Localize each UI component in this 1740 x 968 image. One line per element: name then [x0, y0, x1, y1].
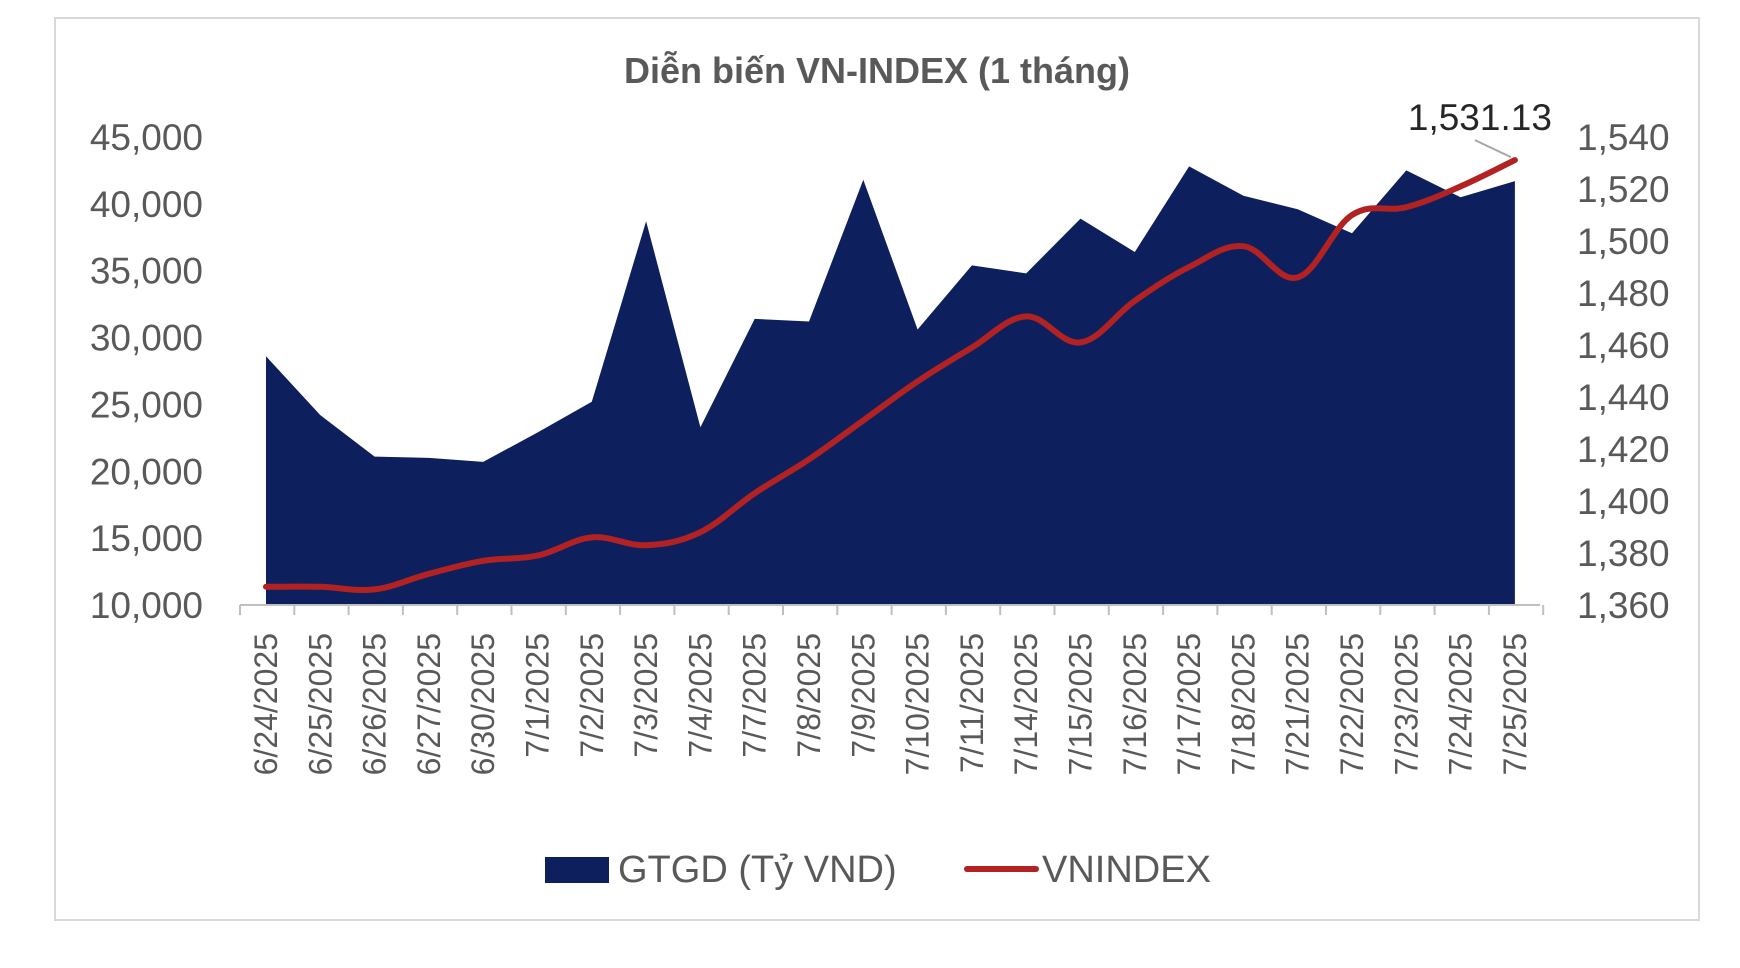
x-tick-label: 7/4/2025 [682, 633, 718, 758]
x-tick-label: 7/16/2025 [1117, 633, 1153, 775]
annotation-leader-line [1474, 139, 1512, 159]
x-tick-label: 7/3/2025 [628, 633, 664, 758]
x-tick-label: 6/27/2025 [411, 633, 447, 775]
legend-label-area: GTGD (Tỷ VND) [618, 849, 897, 891]
x-tick-label: 7/17/2025 [1171, 633, 1207, 775]
x-tick-label: 7/14/2025 [1008, 633, 1044, 775]
left-y-tick-label: 20,000 [90, 451, 203, 492]
legend-label-line: VNINDEX [1042, 849, 1211, 891]
legend: GTGD (Tỷ VND) VNINDEX [545, 849, 1211, 891]
x-tick-label: 7/7/2025 [737, 633, 773, 758]
left-y-tick-label: 10,000 [90, 585, 203, 626]
right-y-tick-label: 1,360 [1577, 585, 1670, 626]
area-series [266, 166, 1515, 605]
x-tick-label: 7/21/2025 [1280, 633, 1316, 775]
chart-title: Diễn biến VN-INDEX (1 tháng) [624, 50, 1130, 91]
x-tick-label: 6/24/2025 [248, 633, 284, 775]
vnindex-line [263, 157, 1518, 594]
left-y-tick-label: 25,000 [90, 384, 203, 425]
x-tick-label: 7/24/2025 [1443, 633, 1479, 775]
x-tick-label: 7/1/2025 [520, 633, 556, 758]
x-tick-label: 7/8/2025 [791, 633, 827, 758]
right-y-tick-label: 1,540 [1577, 117, 1670, 158]
right-y-tick-label: 1,440 [1577, 377, 1670, 418]
annotation: 1,531.13 [1408, 97, 1552, 159]
x-tick-label: 7/15/2025 [1063, 633, 1099, 775]
left-y-tick-label: 30,000 [90, 318, 203, 359]
right-y-tick-label: 1,520 [1577, 169, 1670, 210]
x-tick-label: 7/22/2025 [1334, 633, 1370, 775]
right-y-tick-label: 1,400 [1577, 481, 1670, 522]
right-y-tick-label: 1,380 [1577, 533, 1670, 574]
right-y-tick-label: 1,460 [1577, 325, 1670, 366]
x-tick-label: 6/25/2025 [302, 633, 338, 775]
left-y-tick-label: 45,000 [90, 117, 203, 158]
x-tick-label: 7/25/2025 [1497, 633, 1533, 775]
x-tick-label: 7/2/2025 [574, 633, 610, 758]
x-tick-label: 6/26/2025 [357, 633, 393, 775]
x-tick-label: 7/23/2025 [1388, 633, 1424, 775]
legend-swatch-area [545, 857, 609, 883]
left-y-tick-label: 40,000 [90, 184, 203, 225]
left-y-tick-label: 15,000 [90, 518, 203, 559]
x-tick-label: 7/9/2025 [845, 633, 881, 758]
x-tick-label: 7/18/2025 [1225, 633, 1261, 775]
axes: 6/24/2025 6/25/2025 6/26/2025 6/27/2025 6/30… [90, 117, 1670, 775]
area-fill [266, 166, 1515, 605]
left-y-tick-label: 35,000 [90, 251, 203, 292]
right-y-tick-label: 1,500 [1577, 221, 1670, 262]
right-y-tick-label: 1,420 [1577, 429, 1670, 470]
x-tick-label: 7/10/2025 [900, 633, 936, 775]
x-tick-label: 6/30/2025 [465, 633, 501, 775]
right-y-tick-label: 1,480 [1577, 273, 1670, 314]
x-tick-label: 7/11/2025 [954, 633, 990, 773]
line-series [263, 157, 1518, 594]
annotation-label: 1,531.13 [1408, 97, 1552, 138]
